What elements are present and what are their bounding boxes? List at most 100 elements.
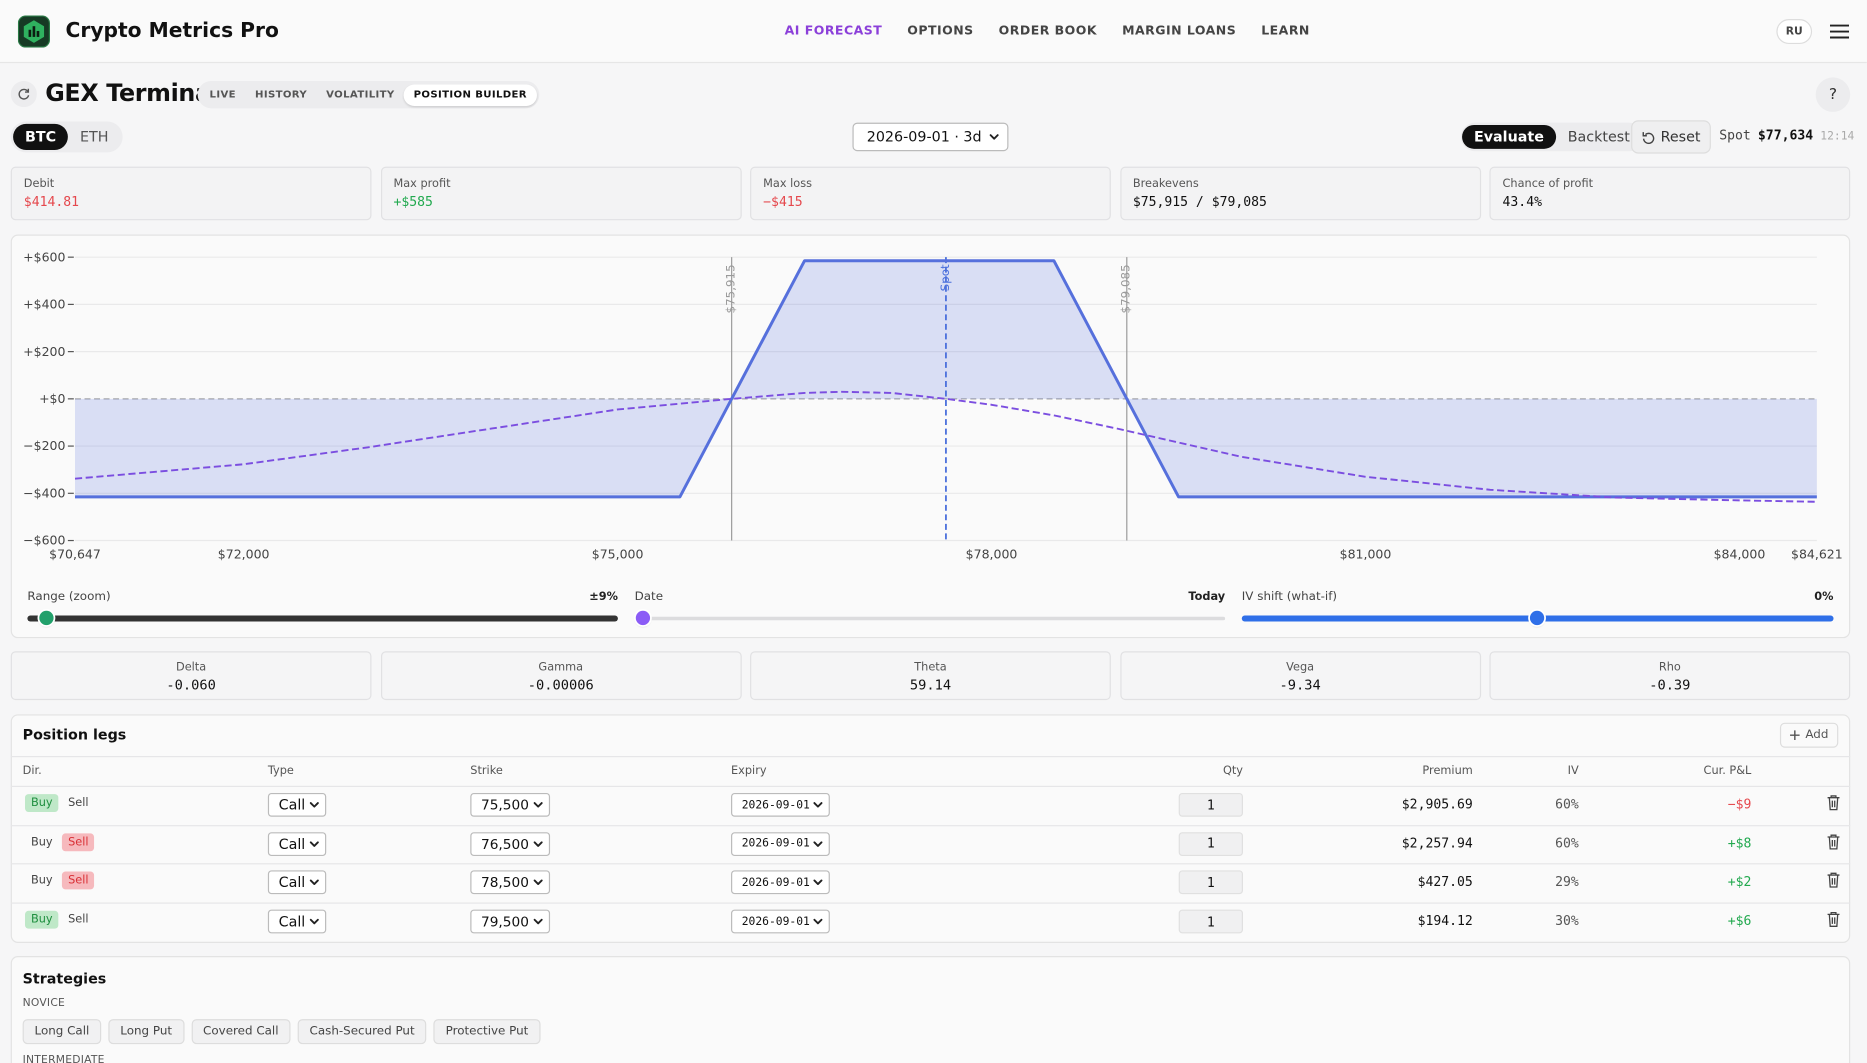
mode-option[interactable]: Backtest [1567, 128, 1630, 146]
delete-button[interactable] [1826, 794, 1840, 811]
qty-input[interactable]: 1 [1178, 792, 1243, 817]
qty-input[interactable]: 1 [1178, 831, 1243, 856]
delete-button[interactable] [1826, 833, 1840, 850]
direction-option[interactable]: Sell [62, 871, 95, 890]
direction-option[interactable]: Buy [30, 874, 53, 888]
strike-select[interactable]: 78,500 [470, 870, 551, 895]
type-select[interactable]: Call [267, 870, 327, 895]
expiry-select[interactable]: 2026-09-01 [731, 870, 830, 895]
slider-label: Date [634, 590, 664, 604]
expiry-select[interactable]: 2026-09-01 [731, 831, 830, 856]
summary-value: $414.81 [23, 194, 80, 210]
expiry-select-value: 2026-09-01 [741, 837, 810, 851]
slider-thumb[interactable] [635, 610, 651, 626]
expiry-select-value: 2026-09-01 [741, 876, 810, 890]
refresh-button[interactable] [10, 80, 37, 108]
expiry-select[interactable]: 2026-09-01 · 3d [852, 122, 1009, 152]
chevron [989, 134, 999, 140]
type-select[interactable]: Call [267, 909, 327, 934]
slider-value: ±9% [589, 590, 618, 604]
greek-value: -9.34 [1279, 676, 1321, 693]
language-button[interactable]: RU [1776, 19, 1813, 45]
strike-select[interactable]: 76,500 [470, 831, 551, 856]
chevron [533, 879, 543, 886]
delete-button[interactable] [1826, 872, 1840, 889]
strike-select-value: 75,500 [481, 796, 529, 814]
mode-option[interactable]: Evaluate [1462, 125, 1556, 149]
slider-thumb[interactable] [1529, 610, 1545, 626]
greek-value: -0.39 [1649, 676, 1691, 693]
chevron [533, 802, 543, 808]
expiry-select[interactable]: 2026-09-01 [731, 792, 830, 817]
chart-panel [10, 234, 1851, 639]
summary-label: Max loss [763, 177, 813, 191]
strategy-chip[interactable]: Cash-Secured Put [297, 1019, 427, 1045]
help-button[interactable]: ? [1815, 77, 1851, 112]
strategy-chip[interactable]: Protective Put [433, 1019, 541, 1045]
view-tab[interactable]: HISTORY [254, 88, 308, 101]
direction-option[interactable]: Buy [25, 794, 59, 812]
expiry-select-value: 2026-09-01 [741, 915, 810, 929]
greek-card: Delta -0.060 [10, 651, 372, 701]
strike-select-value: 76,500 [481, 835, 529, 853]
direction-option[interactable]: Buy [30, 835, 53, 849]
direction-option[interactable]: Sell [68, 796, 89, 810]
strike-select[interactable]: 75,500 [470, 792, 551, 817]
view-tab[interactable]: POSITION BUILDER [404, 83, 537, 106]
slider-track[interactable] [27, 614, 618, 621]
plus-icon [1790, 730, 1800, 740]
view-tabs: LIVE HISTORY VOLATILITY POSITION BUILDER [197, 80, 539, 109]
expiry-value: 2026-09-01 · 3d [866, 128, 982, 146]
strategies-panel [10, 956, 1851, 1063]
view-tab[interactable]: VOLATILITY [326, 88, 395, 101]
direction-option[interactable]: Sell [68, 913, 89, 927]
spot-time: 12:14 [1820, 129, 1855, 143]
top-bar [0, 0, 1867, 64]
nav-link[interactable]: AI FORECAST [784, 23, 883, 39]
nav-link[interactable]: ORDER BOOK [998, 23, 1098, 39]
direction-option[interactable]: Buy [25, 910, 59, 929]
direction-option[interactable]: Sell [62, 833, 95, 851]
strategy-chip[interactable]: Covered Call [191, 1019, 291, 1045]
add-leg-button[interactable]: Add [1779, 722, 1839, 748]
slider-thumb[interactable] [39, 610, 54, 626]
column-header: Type [267, 764, 294, 778]
row-divider [10, 863, 1851, 865]
asset-option[interactable]: ETH [79, 128, 109, 146]
greek-card: Theta 59.14 [750, 651, 1111, 701]
spot-label: Spot [1719, 127, 1751, 143]
reset-icon [1642, 131, 1654, 144]
strategy-chip[interactable]: Long Call [22, 1019, 102, 1045]
qty-input[interactable]: 1 [1178, 870, 1243, 895]
greek-value: -0.00006 [527, 676, 594, 693]
delete-button[interactable] [1826, 911, 1840, 928]
reset-button[interactable]: Reset [1631, 120, 1711, 154]
direction-toggle: Buy Sell [25, 833, 95, 851]
type-select-value: Call [278, 913, 306, 930]
mode-toggle: Evaluate Backtest [1460, 122, 1643, 152]
greek-card: Vega -9.34 [1119, 651, 1481, 701]
slider-value: Today [1188, 590, 1226, 604]
type-select-value: Call [278, 835, 306, 853]
nav-link[interactable]: OPTIONS [907, 23, 974, 39]
asset-option[interactable]: BTC [13, 123, 69, 151]
type-select[interactable]: Call [267, 831, 327, 856]
type-select[interactable]: Call [267, 792, 327, 817]
column-header: Expiry [731, 764, 767, 778]
slider-track[interactable] [634, 616, 1226, 620]
qty-input[interactable]: 1 [1178, 909, 1243, 934]
nav-link[interactable]: MARGIN LOANS [1122, 23, 1237, 39]
menu-button[interactable] [1829, 24, 1850, 39]
nav-link[interactable]: LEARN [1261, 23, 1310, 39]
strategy-chip[interactable]: Long Put [108, 1019, 185, 1045]
strategy-group-label: NOVICE [22, 997, 66, 1010]
greek-label: Gamma [538, 660, 584, 674]
view-tab[interactable]: LIVE [209, 88, 236, 101]
reset-label: Reset [1660, 128, 1701, 146]
slider-value: 0% [1814, 590, 1834, 604]
expiry-select[interactable]: 2026-09-01 [731, 909, 830, 934]
strike-select[interactable]: 79,500 [470, 909, 551, 934]
summary-label: Chance of profit [1502, 177, 1594, 191]
premium: $427.05 [1417, 874, 1473, 890]
